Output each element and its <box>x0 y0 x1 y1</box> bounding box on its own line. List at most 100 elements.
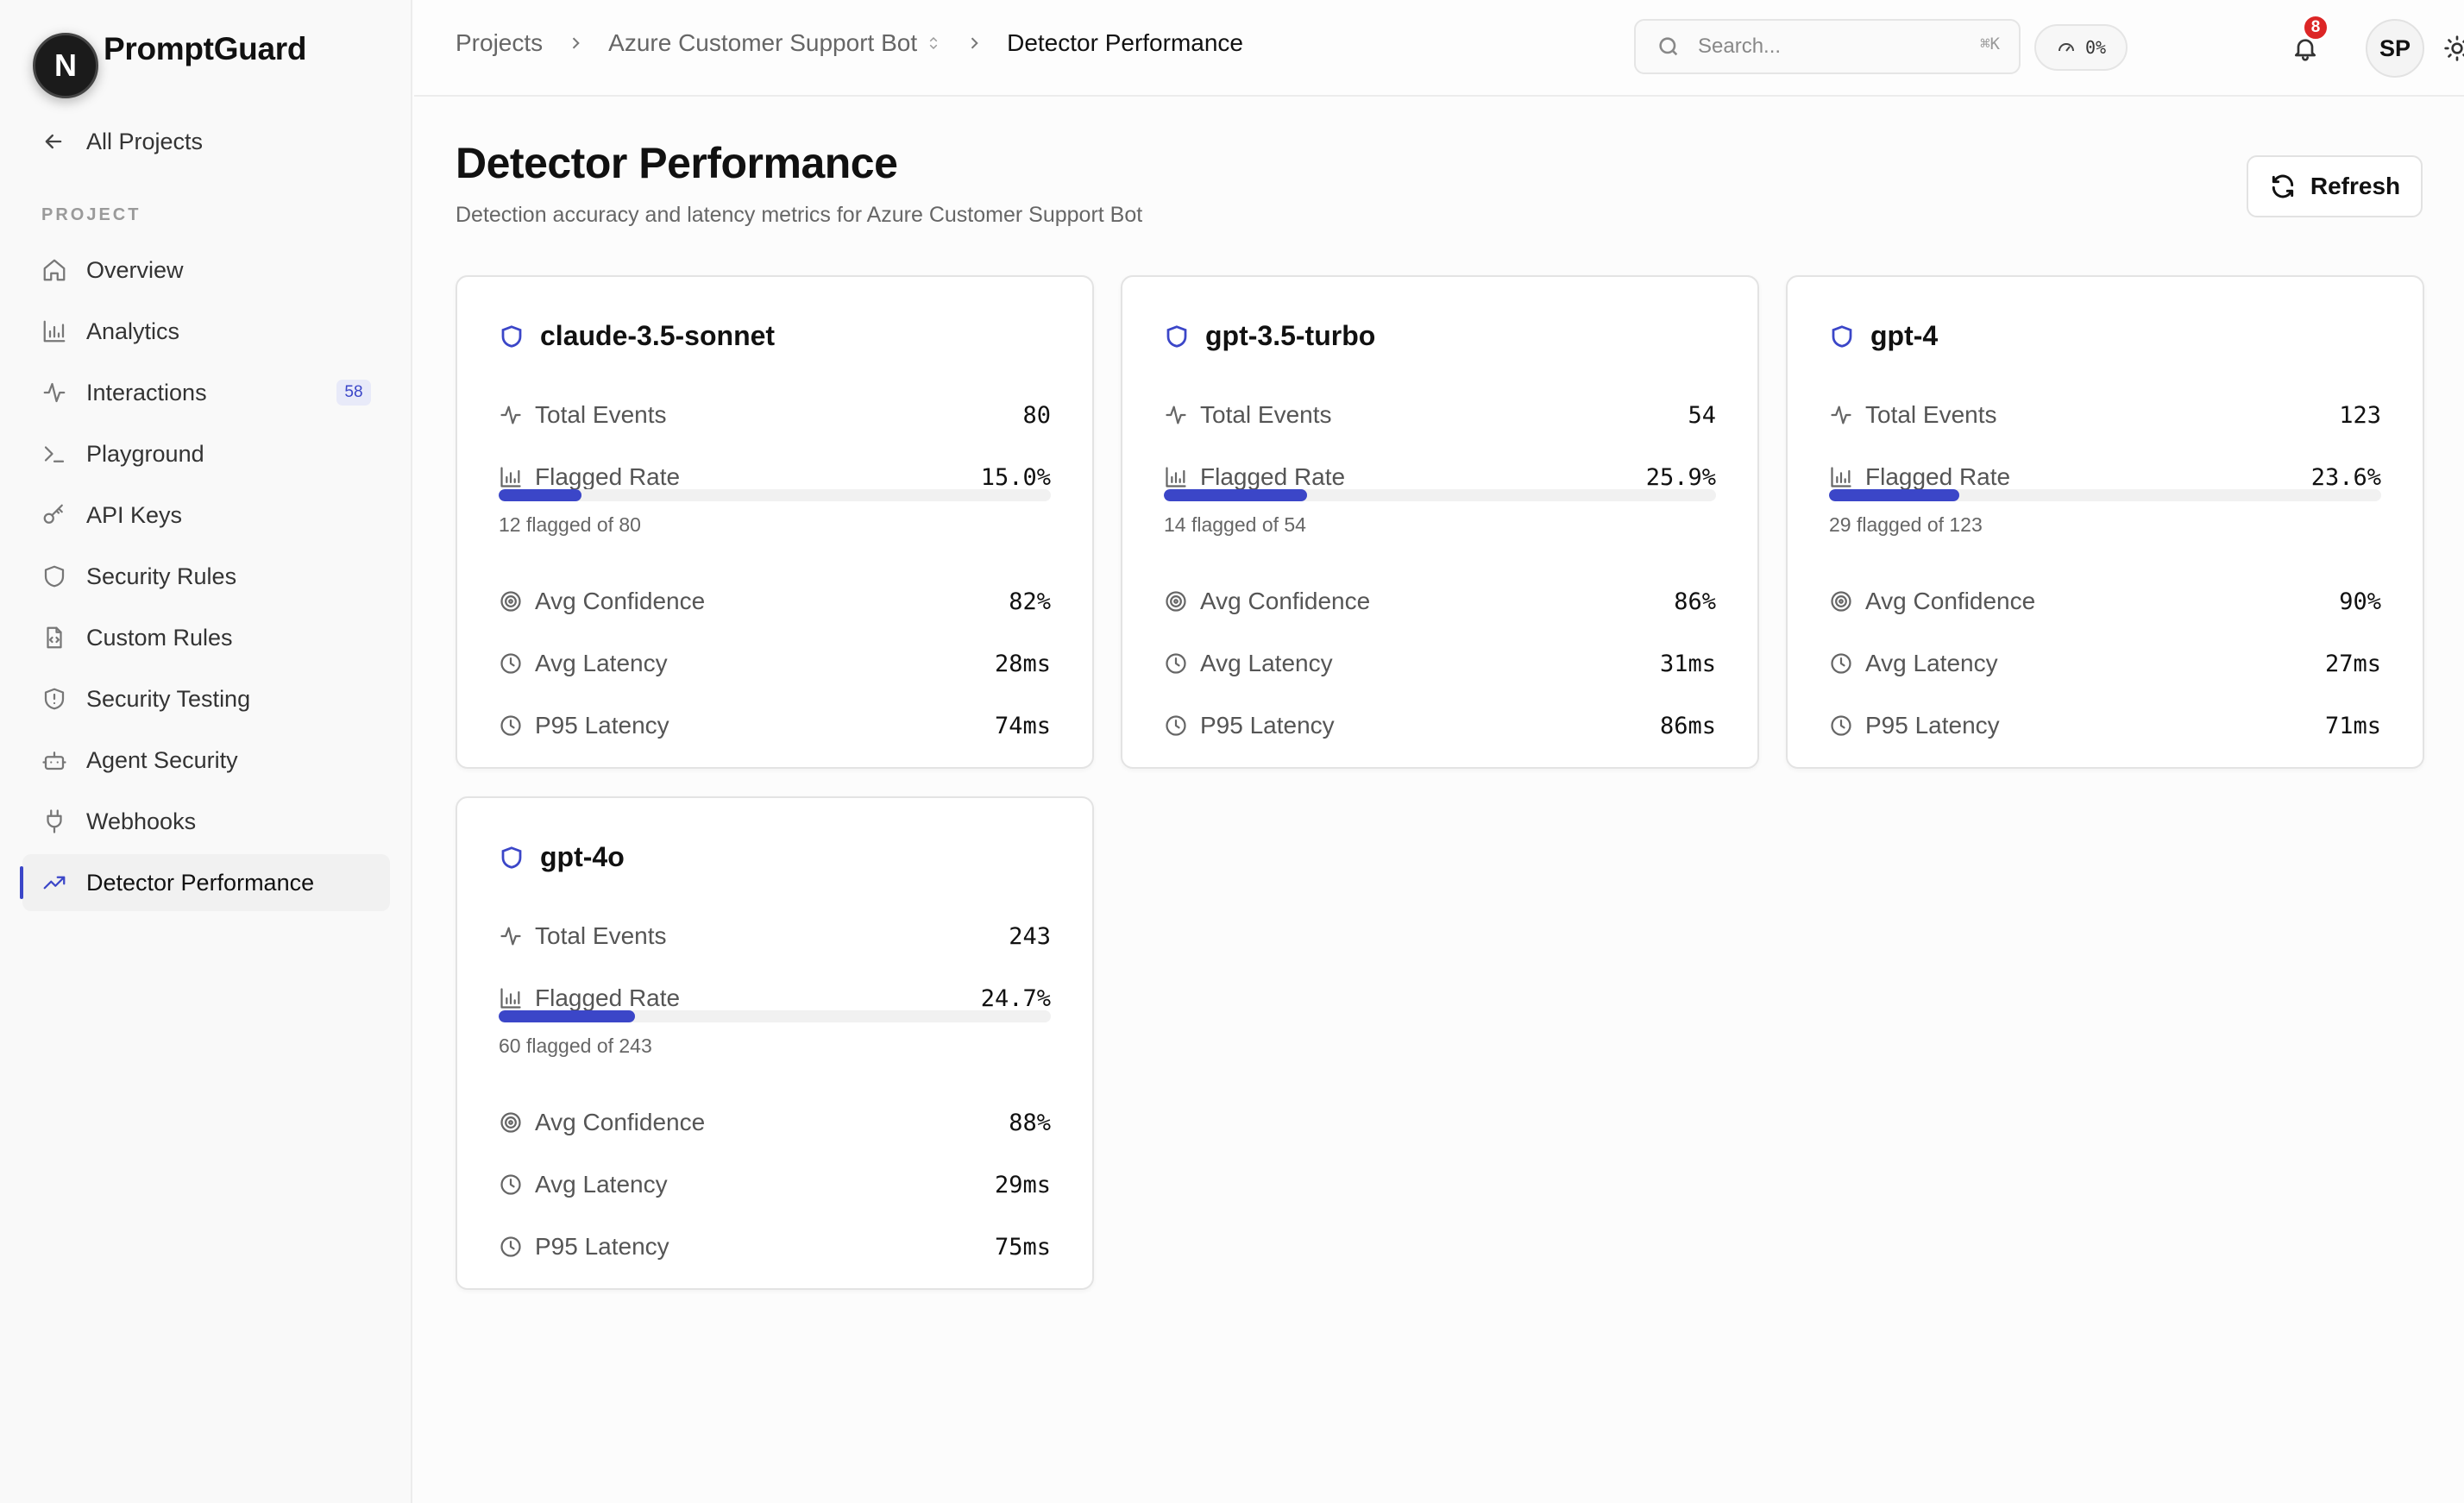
sidebar-item-detector-performance[interactable]: Detector Performance <box>20 854 390 911</box>
metric-avg-latency: Avg Latency 27ms <box>1829 646 2381 681</box>
total-events-value: 243 <box>1009 922 1051 950</box>
brand-name: PromptGuard <box>104 31 307 66</box>
sidebar-item-interactions[interactable]: Interactions 58 <box>22 364 390 421</box>
model-card-title: gpt-4o <box>499 841 625 873</box>
all-projects-label: All Projects <box>86 128 204 154</box>
sidebar-item-playground[interactable]: Playground <box>22 425 390 482</box>
chevron-right-icon <box>572 37 580 49</box>
metric-p95-latency: P95 Latency 71ms <box>1829 708 2381 743</box>
page-subtitle: Detection accuracy and latency metrics f… <box>456 203 1143 227</box>
clock-icon <box>1831 653 1851 674</box>
p95-latency-value: 86ms <box>1659 712 1716 739</box>
p95-latency-value: 71ms <box>2324 712 2381 739</box>
model-name: gpt-4o <box>540 841 625 872</box>
all-projects-link[interactable]: All Projects <box>41 123 203 160</box>
theme-toggle-button[interactable] <box>2433 24 2464 72</box>
flagged-rate-bar-fill <box>499 1010 636 1022</box>
activity-icon <box>1831 406 1851 424</box>
sidebar-item-label: Custom Rules <box>86 624 233 651</box>
brand[interactable]: N PromptGuard <box>33 31 306 100</box>
model-card-title: gpt-3.5-turbo <box>1164 320 1375 352</box>
total-events-value: 123 <box>2339 401 2381 429</box>
target-icon <box>1166 591 1186 612</box>
sidebar-item-label: Overview <box>86 256 184 283</box>
metric-label: Avg Latency <box>1865 650 1998 676</box>
clock-icon <box>1166 715 1186 736</box>
file-code-icon <box>47 626 62 649</box>
shield-alert-icon <box>44 688 65 710</box>
metric-label: Flagged Rate <box>535 463 681 490</box>
refresh-button[interactable]: Refresh <box>2247 155 2423 217</box>
user-avatar[interactable]: SP <box>2366 19 2424 78</box>
breadcrumb: Projects Azure Customer Support Bot Dete… <box>456 29 1243 57</box>
sidebar-item-api-keys[interactable]: API Keys <box>22 487 390 544</box>
search-input[interactable] <box>1698 35 1939 59</box>
terminal-icon <box>44 446 65 462</box>
flagged-rate-bar-fill <box>1829 489 1960 501</box>
flagged-rate-bar <box>1829 489 2381 501</box>
flagged-count-text: 29 flagged of 123 <box>1829 513 1983 536</box>
home-icon <box>43 259 66 281</box>
shield-icon <box>44 565 65 588</box>
metric-p95-latency: P95 Latency 86ms <box>1164 708 1716 743</box>
metric-flagged-rate: Flagged Rate 23.6% <box>1829 460 2381 494</box>
sidebar-item-label: Agent Security <box>86 746 238 773</box>
metric-label: Avg Latency <box>1200 650 1333 676</box>
search-box[interactable]: ⌘K <box>1634 19 2021 74</box>
notifications-button[interactable]: 8 <box>2281 14 2329 72</box>
model-card-title: gpt-4 <box>1829 320 1938 352</box>
sidebar-item-label: Webhooks <box>86 808 197 834</box>
model-card: gpt-4 Total Events 123 Flagged Rate 23.6… <box>1786 275 2424 769</box>
chevrons-up-down-icon[interactable] <box>926 34 941 53</box>
metric-label: Flagged Rate <box>1865 463 2011 490</box>
avg-confidence-value: 86% <box>1674 588 1716 615</box>
metric-avg-confidence: Avg Confidence 86% <box>1164 584 1716 619</box>
bar-chart-icon <box>500 988 521 1009</box>
sidebar-item-label: Security Rules <box>86 563 237 589</box>
refresh-label: Refresh <box>2310 173 2401 199</box>
refresh-icon <box>2272 174 2293 198</box>
sidebar-item-webhooks[interactable]: Webhooks <box>22 793 390 850</box>
sidebar-item-security-testing[interactable]: Security Testing <box>22 670 390 727</box>
sidebar-item-custom-rules[interactable]: Custom Rules <box>22 609 390 666</box>
clock-icon <box>500 1236 521 1257</box>
metric-total-events: Total Events 54 <box>1164 398 1716 432</box>
avg-confidence-value: 82% <box>1009 588 1051 615</box>
sidebar-item-overview[interactable]: Overview <box>22 242 390 299</box>
p95-latency-value: 75ms <box>994 1233 1051 1261</box>
clock-icon <box>1166 653 1186 674</box>
trending-up-icon <box>43 876 66 890</box>
usage-indicator[interactable]: 0% <box>2034 24 2128 71</box>
notification-count-badge: 8 <box>2302 14 2329 41</box>
metric-avg-confidence: Avg Confidence 88% <box>499 1105 1051 1140</box>
breadcrumb-project[interactable]: Azure Customer Support Bot <box>608 29 918 56</box>
shield-icon <box>501 846 522 869</box>
model-name: gpt-4 <box>1870 320 1939 351</box>
breadcrumb-projects[interactable]: Projects <box>456 29 544 56</box>
bar-chart-icon <box>1831 467 1851 487</box>
sidebar-item-analytics[interactable]: Analytics <box>22 303 390 360</box>
metric-label: Avg Latency <box>535 650 668 676</box>
bar-chart-icon <box>43 320 66 343</box>
target-icon <box>1831 591 1851 612</box>
section-label: PROJECT <box>41 205 141 224</box>
model-card: gpt-4o Total Events 243 Flagged Rate 24.… <box>456 796 1094 1290</box>
metric-total-events: Total Events 123 <box>1829 398 2381 432</box>
metric-avg-latency: Avg Latency 29ms <box>499 1167 1051 1202</box>
sidebar-item-agent-security[interactable]: Agent Security <box>22 732 390 789</box>
metric-label: Flagged Rate <box>535 984 681 1011</box>
flagged-rate-value: 25.9% <box>1645 463 1716 491</box>
brand-logo: N <box>33 33 98 98</box>
flagged-rate-value: 24.7% <box>980 984 1051 1012</box>
p95-latency-value: 74ms <box>994 712 1051 739</box>
metric-total-events: Total Events 243 <box>499 919 1051 953</box>
metric-label: P95 Latency <box>535 1233 669 1260</box>
activity-icon <box>500 927 521 946</box>
metric-flagged-rate: Flagged Rate 15.0% <box>499 460 1051 494</box>
clock-icon <box>500 1174 521 1195</box>
project-nav: Overview Analytics Interactions 58 Playg… <box>20 242 390 915</box>
model-card: gpt-3.5-turbo Total Events 54 Flagged Ra… <box>1121 275 1759 769</box>
sidebar-item-security-rules[interactable]: Security Rules <box>22 548 390 605</box>
metric-avg-latency: Avg Latency 28ms <box>499 646 1051 681</box>
avg-confidence-value: 90% <box>2339 588 2381 615</box>
